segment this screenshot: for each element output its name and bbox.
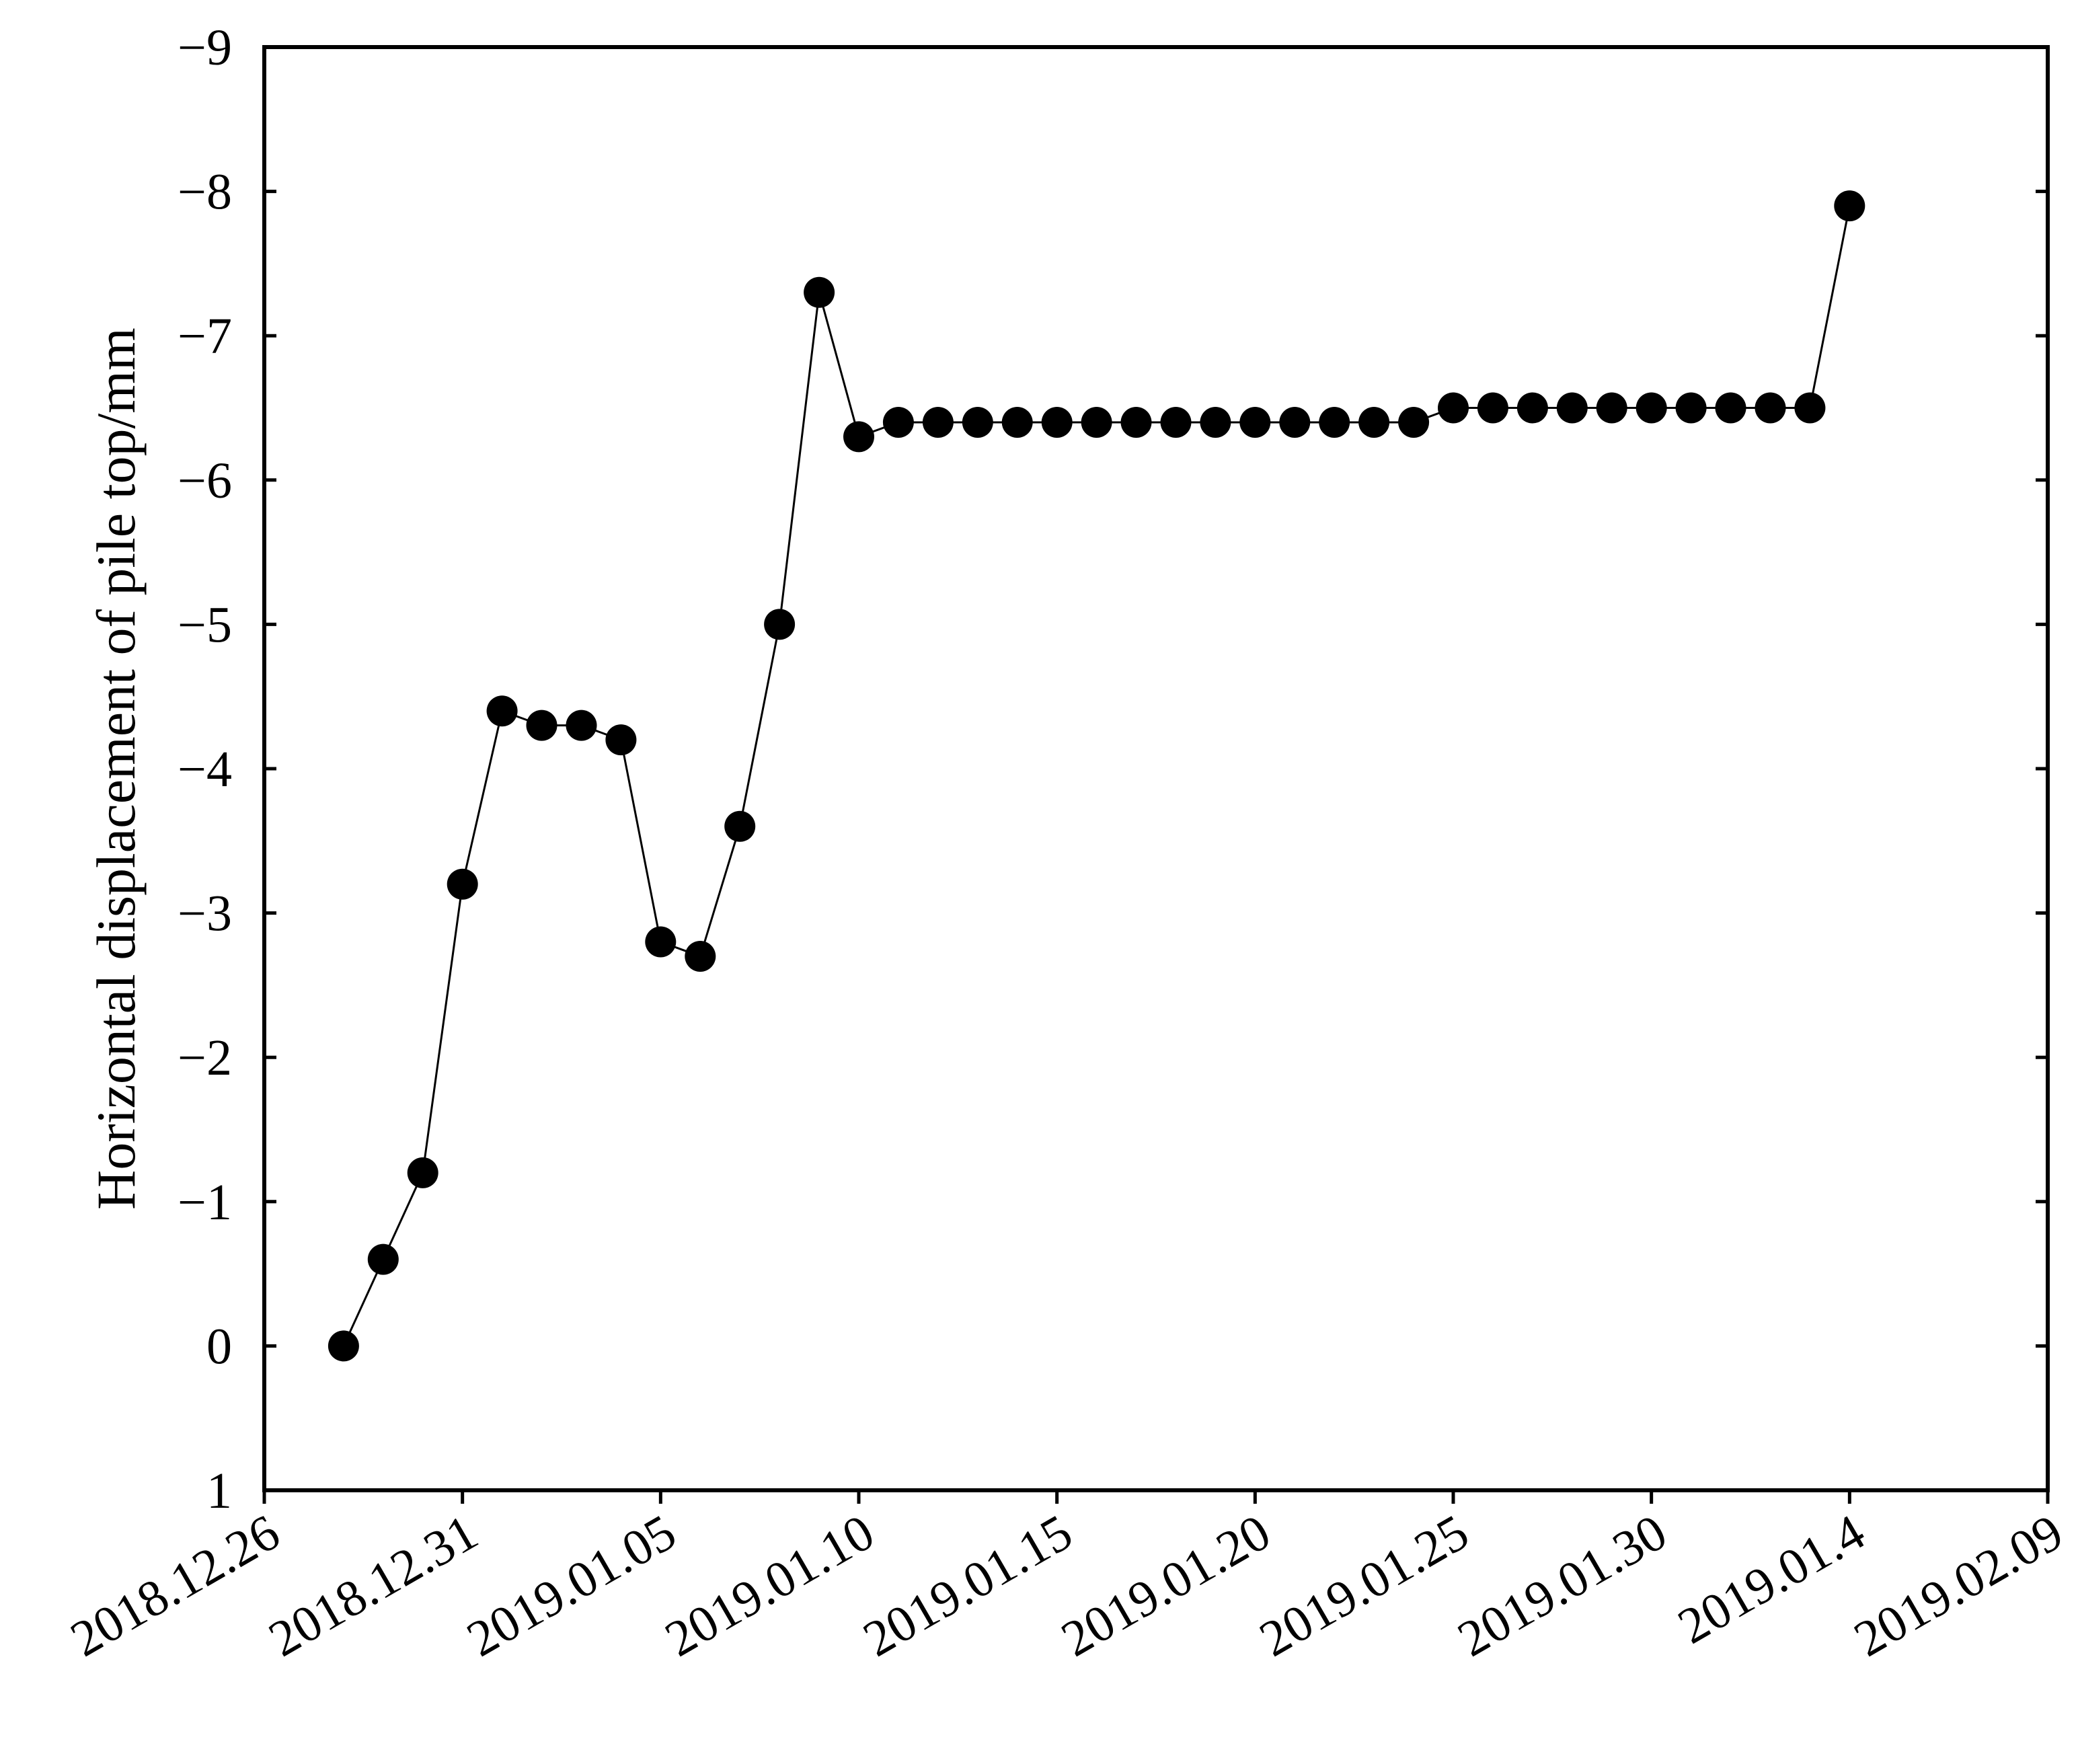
data-point [1438, 392, 1469, 424]
y-tick-label: −5 [178, 597, 232, 653]
data-point [804, 276, 835, 308]
data-point [1675, 392, 1707, 424]
x-tick-label: 2018.12.31 [260, 1504, 487, 1668]
y-tick-label: −6 [178, 453, 232, 509]
data-point [1001, 407, 1033, 438]
data-point [1279, 407, 1311, 438]
x-tick-labels: 2018.12.262018.12.312019.01.052019.01.10… [61, 1504, 2072, 1668]
data-point [1715, 392, 1746, 424]
data-point [605, 724, 637, 756]
data-point [1834, 190, 1865, 222]
data-point [843, 421, 874, 453]
data-point [526, 710, 557, 741]
y-tick-label: 1 [206, 1463, 232, 1519]
data-point [922, 407, 954, 438]
x-tick-label: 2019.01.15 [854, 1504, 1081, 1668]
data-point [764, 609, 796, 640]
data-point [1200, 407, 1231, 438]
data-point [367, 1243, 399, 1275]
data-point [724, 810, 756, 842]
data-point [685, 941, 716, 972]
data-point [1120, 407, 1152, 438]
data-point [407, 1157, 438, 1188]
x-tick-label: 2018.12.26 [61, 1504, 288, 1668]
data-point [1160, 407, 1192, 438]
x-tick-label: 2019.01.20 [1052, 1504, 1280, 1668]
data-point [1358, 407, 1390, 438]
data-point [1398, 407, 1430, 438]
y-tick-label: −7 [178, 308, 232, 365]
data-point [1596, 392, 1627, 424]
x-tick-label: 2019.02.09 [1845, 1504, 2072, 1668]
data-point [1556, 392, 1588, 424]
data-point [962, 407, 993, 438]
y-tick-label: −2 [178, 1030, 232, 1086]
y-tick-label: −1 [178, 1174, 232, 1231]
data-point [882, 407, 914, 438]
data-point [486, 695, 518, 727]
x-tick-label: 2019.01.4 [1669, 1504, 1874, 1655]
series-line [342, 205, 1851, 1347]
y-tick-label: −9 [178, 20, 232, 76]
data-point [1636, 392, 1667, 424]
data-point [1041, 407, 1073, 438]
y-tick-label: 0 [206, 1318, 232, 1375]
y-tick-label: −8 [178, 164, 232, 221]
data-point [1081, 407, 1112, 438]
x-tick-label: 2019.01.25 [1250, 1504, 1477, 1668]
y-tick-label: −4 [178, 741, 232, 798]
data-point [1239, 407, 1271, 438]
x-tick-label: 2019.01.30 [1449, 1504, 1676, 1668]
data-point [566, 710, 597, 741]
ticks-layer [262, 190, 2050, 1504]
data-point [1319, 407, 1350, 438]
x-tick-label: 2019.01.10 [656, 1504, 883, 1668]
data-point [447, 868, 478, 900]
data-point [1477, 392, 1508, 424]
series-layer [328, 190, 1865, 1362]
data-point [1755, 392, 1786, 424]
plot-frame [262, 45, 2050, 1492]
y-tick-labels: 1 0 −1 −2 −3 −4 −5 −6 −7 −8 −9 [178, 20, 232, 1519]
data-point [645, 926, 677, 958]
y-tick-label: −3 [178, 886, 232, 942]
data-point [328, 1330, 359, 1362]
x-tick-label: 2019.01.05 [458, 1504, 685, 1668]
data-point [1794, 392, 1826, 424]
y-axis-title: Horizontal displacement of pile top/mm [85, 328, 147, 1210]
data-point [1516, 392, 1548, 424]
